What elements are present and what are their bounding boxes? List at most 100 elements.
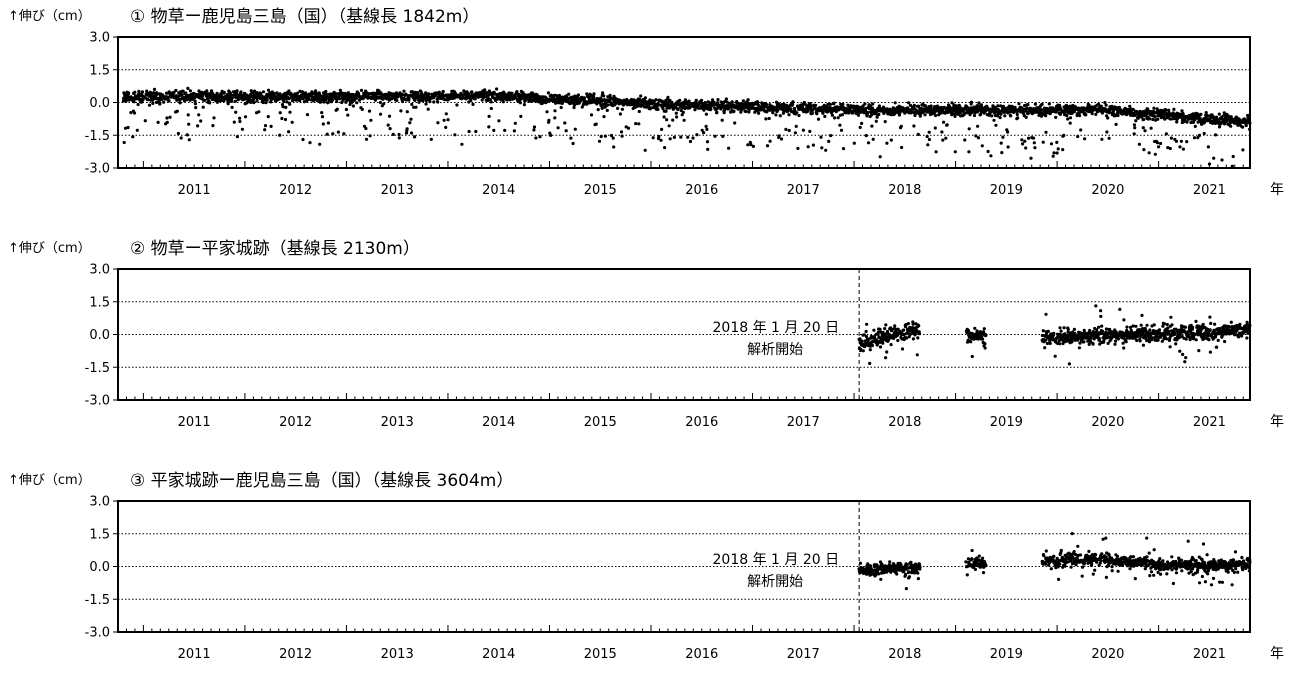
data-point bbox=[1077, 346, 1081, 350]
data-point bbox=[287, 89, 291, 93]
data-point bbox=[1100, 329, 1105, 333]
data-point bbox=[402, 89, 406, 93]
data-point bbox=[767, 116, 771, 121]
data-point bbox=[1078, 341, 1082, 345]
data-point bbox=[197, 113, 201, 117]
data-point bbox=[261, 90, 266, 94]
data-point bbox=[261, 100, 265, 105]
data-point bbox=[522, 103, 527, 107]
x-tick-label: 2018 bbox=[888, 647, 921, 662]
data-point bbox=[495, 87, 499, 91]
data-point bbox=[1125, 325, 1129, 329]
data-point bbox=[199, 119, 203, 123]
panel-2: ↑伸び（cm） ② 物草ー平家城跡（基線長 2130m）3.01.50.0-1.5… bbox=[8, 239, 1284, 430]
data-point bbox=[1039, 108, 1043, 112]
data-point bbox=[757, 111, 761, 115]
data-point bbox=[368, 134, 372, 138]
data-point bbox=[1068, 121, 1072, 125]
data-point bbox=[1129, 325, 1133, 329]
data-point bbox=[409, 131, 414, 135]
data-point bbox=[884, 356, 888, 360]
data-point bbox=[572, 105, 576, 110]
data-point bbox=[989, 154, 993, 158]
data-point bbox=[437, 90, 441, 94]
data-point bbox=[814, 103, 818, 107]
data-point bbox=[912, 103, 917, 107]
data-point bbox=[1191, 325, 1195, 329]
data-point bbox=[564, 129, 568, 133]
data-point bbox=[784, 127, 788, 131]
data-point bbox=[868, 361, 872, 365]
data-point bbox=[700, 106, 705, 110]
data-point bbox=[180, 93, 184, 97]
data-point bbox=[396, 95, 400, 99]
data-point bbox=[1178, 349, 1182, 353]
data-point bbox=[1160, 339, 1164, 343]
data-point bbox=[556, 126, 560, 130]
data-point bbox=[779, 137, 784, 141]
data-point bbox=[744, 109, 748, 114]
data-point bbox=[917, 104, 921, 108]
x-tick-label: 2015 bbox=[584, 415, 617, 430]
data-point bbox=[643, 96, 648, 100]
data-point bbox=[885, 141, 889, 145]
data-point bbox=[344, 107, 348, 112]
data-point bbox=[1062, 326, 1066, 330]
data-point bbox=[196, 124, 200, 128]
data-point bbox=[1138, 339, 1142, 343]
data-point bbox=[950, 101, 954, 105]
data-point bbox=[686, 135, 690, 139]
data-point bbox=[1100, 137, 1104, 141]
data-point bbox=[1246, 331, 1250, 335]
data-point bbox=[619, 130, 624, 134]
data-point bbox=[238, 116, 242, 120]
data-point bbox=[660, 127, 664, 131]
data-point bbox=[147, 103, 152, 107]
data-point bbox=[871, 102, 875, 106]
data-point bbox=[1148, 328, 1152, 332]
data-point bbox=[1206, 145, 1210, 149]
x-tick-label: 2019 bbox=[990, 415, 1023, 430]
data-point bbox=[193, 102, 197, 106]
data-point bbox=[1084, 113, 1088, 117]
data-point bbox=[1001, 135, 1005, 139]
data-point bbox=[618, 112, 623, 116]
data-point bbox=[165, 120, 169, 124]
data-point bbox=[1229, 320, 1233, 324]
data-point bbox=[1023, 139, 1027, 143]
data-point bbox=[501, 100, 505, 104]
data-point bbox=[1113, 114, 1118, 118]
data-point bbox=[603, 134, 608, 138]
data-point bbox=[1214, 115, 1219, 119]
data-point bbox=[290, 120, 294, 124]
data-point bbox=[122, 140, 126, 145]
data-point bbox=[314, 89, 318, 93]
data-point bbox=[1152, 323, 1156, 327]
x-tick-label: 2020 bbox=[1091, 183, 1124, 198]
data-point bbox=[158, 102, 162, 106]
data-point bbox=[1230, 164, 1234, 168]
data-point bbox=[1095, 328, 1099, 332]
data-point bbox=[1162, 322, 1166, 326]
data-point bbox=[1066, 327, 1070, 332]
data-point bbox=[1164, 337, 1169, 341]
data-point bbox=[414, 105, 418, 109]
data-point bbox=[1121, 341, 1125, 345]
data-point bbox=[999, 104, 1003, 108]
data-point bbox=[967, 150, 971, 154]
data-point bbox=[1143, 326, 1147, 331]
data-point bbox=[232, 120, 236, 124]
data-point bbox=[487, 89, 491, 93]
data-point bbox=[713, 102, 717, 107]
data-point bbox=[1238, 322, 1242, 326]
data-point bbox=[976, 136, 981, 140]
data-point bbox=[733, 121, 737, 125]
data-point bbox=[656, 107, 660, 111]
data-point bbox=[954, 104, 959, 108]
data-point bbox=[497, 119, 501, 123]
data-point bbox=[836, 116, 840, 120]
data-point bbox=[360, 107, 364, 111]
panel-title: ② 物草ー平家城跡（基線長 2130m） bbox=[130, 239, 420, 259]
data-point bbox=[1159, 141, 1163, 146]
